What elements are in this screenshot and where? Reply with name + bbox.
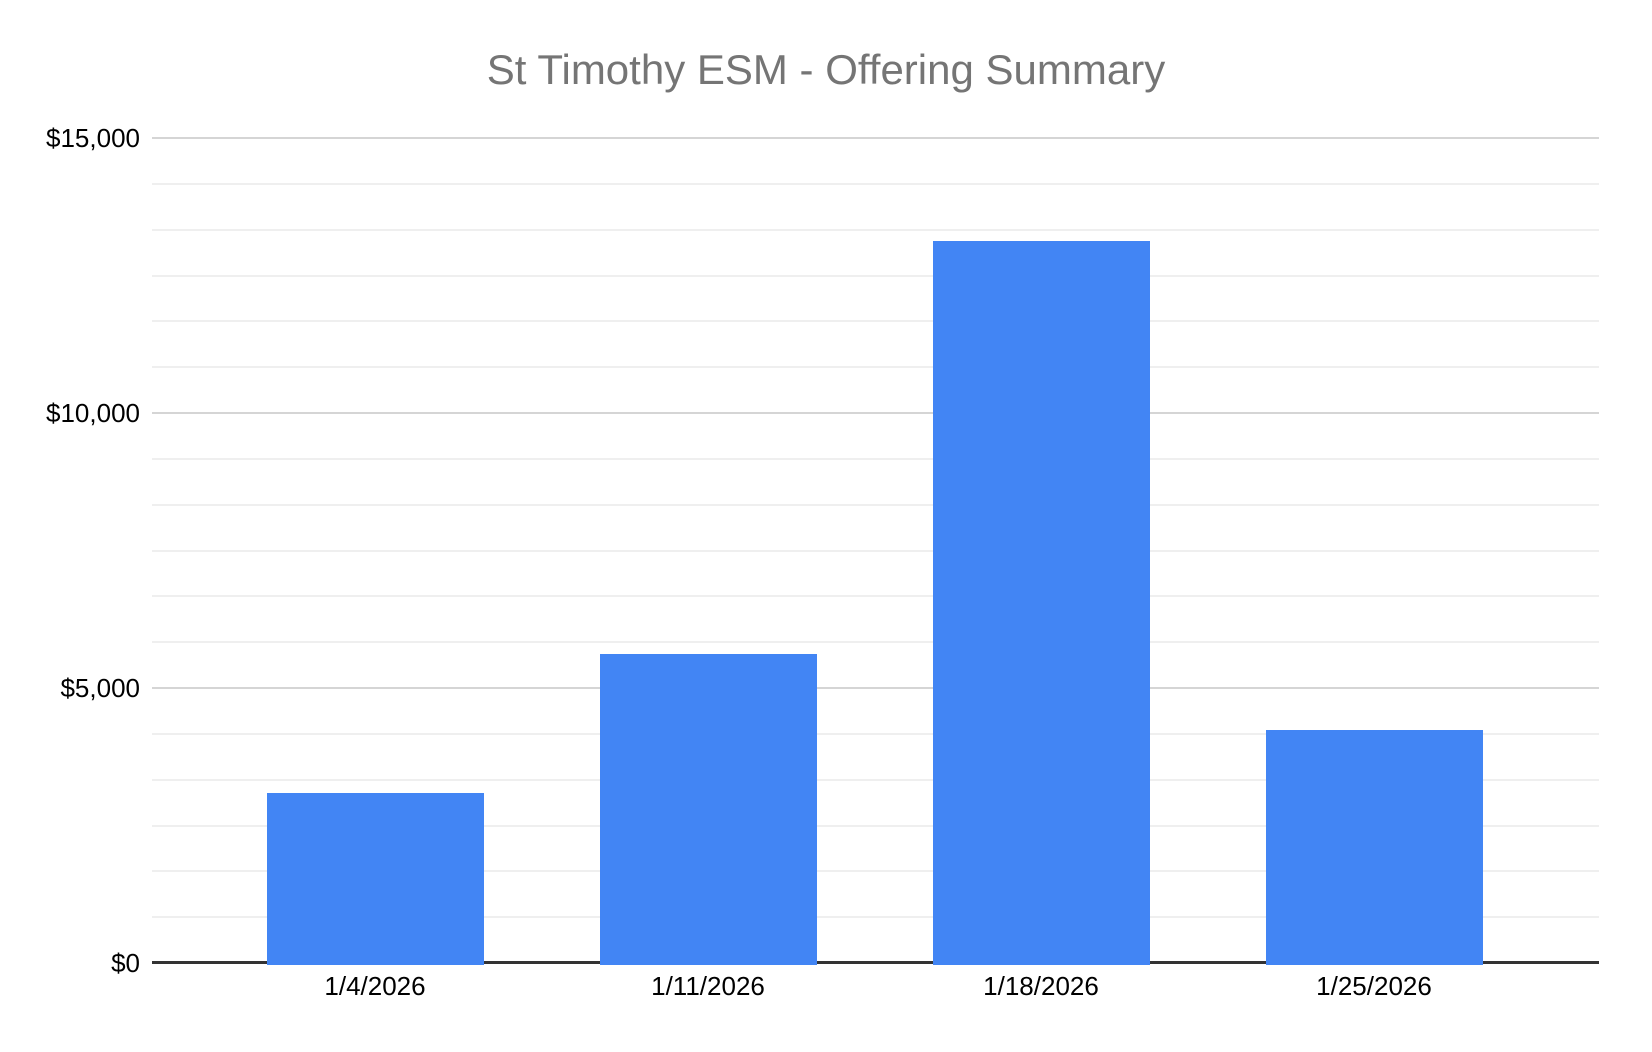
minor-gridline: [152, 870, 1599, 873]
minor-gridline: [152, 641, 1599, 644]
plot-area: [152, 137, 1599, 965]
minor-gridline: [152, 182, 1599, 185]
bar-1/25/2026[interactable]: [1265, 730, 1483, 965]
y-axis-tick-label: $0: [111, 948, 140, 978]
minor-gridline: [152, 274, 1599, 277]
minor-gridline: [152, 457, 1599, 460]
major-gridline: [152, 137, 1599, 139]
minor-gridline: [152, 366, 1599, 369]
minor-gridline: [152, 595, 1599, 598]
x-axis-category-label: 1/11/2026: [651, 971, 765, 1001]
x-axis-line: [152, 961, 1599, 964]
major-gridline: [152, 687, 1599, 689]
minor-gridline: [152, 732, 1599, 735]
minor-gridline: [152, 549, 1599, 552]
x-axis-category-label: 1/4/2026: [324, 971, 426, 1001]
major-gridline: [152, 412, 1599, 414]
x-axis-category-label: 1/18/2026: [983, 971, 1099, 1001]
chart-title: St Timothy ESM - Offering Summary: [486, 46, 1166, 93]
minor-gridline: [152, 228, 1599, 231]
minor-gridline: [152, 503, 1599, 506]
bar-1/4/2026[interactable]: [266, 793, 484, 965]
minor-gridline: [152, 824, 1599, 827]
bar-1/18/2026[interactable]: [932, 241, 1150, 965]
y-axis-tick-label: $15,000: [46, 123, 140, 153]
minor-gridline: [152, 320, 1599, 323]
y-axis-tick-label: $10,000: [46, 398, 140, 428]
bar-1/11/2026[interactable]: [599, 654, 817, 965]
minor-gridline: [152, 778, 1599, 781]
minor-gridline: [152, 916, 1599, 919]
y-axis-tick-label: $5,000: [60, 673, 140, 703]
x-axis-category-label: 1/25/2026: [1316, 971, 1432, 1001]
